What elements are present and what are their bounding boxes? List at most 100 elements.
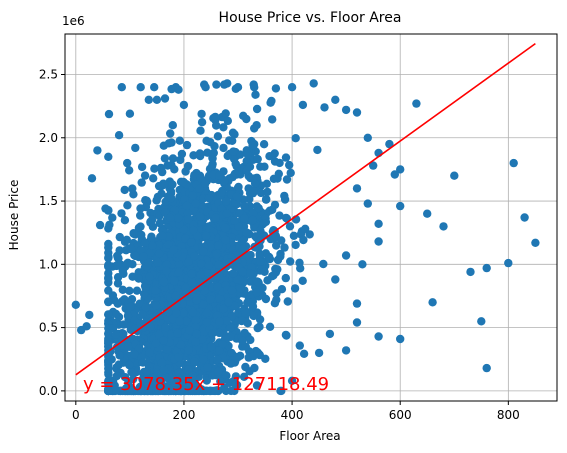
scatter-point: [216, 377, 225, 386]
scatter-point: [272, 289, 281, 298]
scatter-point: [179, 308, 188, 318]
scatter-point: [176, 386, 185, 396]
scatter-point: [138, 310, 147, 319]
scatter-point: [179, 225, 188, 234]
scatter-point: [236, 150, 245, 159]
scatter-point: [183, 209, 193, 218]
scatter-point: [352, 108, 362, 117]
scatter-point: [412, 99, 421, 108]
scatter-point: [374, 332, 383, 341]
scatter-point: [108, 213, 117, 222]
scatter-point: [248, 215, 257, 225]
scatter-point: [71, 300, 81, 309]
scatter-point: [134, 223, 144, 233]
scatter-point: [207, 342, 216, 352]
scatter-point: [298, 276, 307, 285]
scatter-point: [95, 220, 105, 230]
scatter-point: [198, 335, 207, 344]
scatter-point: [104, 337, 113, 346]
scatter-point: [214, 260, 223, 269]
scatter-point: [299, 235, 308, 245]
scatter-point: [243, 150, 253, 159]
scatter-point: [265, 322, 275, 331]
scatter-point: [206, 295, 215, 304]
scatter-point: [241, 362, 250, 372]
scatter-point: [504, 258, 513, 268]
scatter-point: [188, 386, 198, 396]
scatter-point: [175, 317, 184, 326]
scatter-point: [196, 126, 205, 135]
scatter-point: [169, 245, 178, 255]
scatter-point: [331, 275, 340, 284]
scatter-point: [482, 263, 491, 273]
scatter-point: [213, 282, 222, 292]
scatter-point: [202, 308, 212, 318]
scatter-point: [248, 302, 258, 311]
scatter-point: [191, 199, 201, 208]
scatter-point: [158, 231, 167, 240]
scatter-point: [227, 286, 237, 295]
scatter-point: [146, 322, 155, 332]
x-axis-label: Floor Area: [279, 429, 340, 443]
scatter-point: [225, 258, 234, 267]
scatter-point: [115, 246, 124, 255]
scatter-point: [167, 193, 176, 203]
scatter-point: [191, 316, 201, 325]
scatter-point: [154, 330, 164, 339]
scatter-point: [123, 258, 133, 267]
scatter-point: [192, 296, 201, 305]
scatter-point: [253, 277, 263, 287]
scatter-point: [168, 121, 177, 130]
scatter-point: [234, 182, 243, 192]
scatter-point: [272, 241, 281, 250]
scatter-point: [230, 301, 239, 311]
scatter-point: [199, 247, 208, 256]
scatter-point: [118, 266, 128, 276]
scatter-point: [211, 213, 220, 223]
scatter-point: [250, 83, 259, 92]
scatter-point: [155, 378, 164, 387]
scatter-point: [174, 214, 183, 223]
scatter-point: [126, 386, 136, 396]
scatter-point: [233, 83, 243, 92]
scatter-point: [176, 340, 186, 349]
scatter-point: [248, 208, 258, 218]
scatter-point: [212, 80, 221, 89]
scatter-point: [168, 154, 178, 163]
scatter-point: [287, 83, 297, 92]
scatter-point: [319, 259, 328, 269]
scatter-point: [205, 242, 215, 252]
scatter-point: [184, 257, 193, 266]
scatter-point: [137, 162, 147, 172]
scatter-point: [273, 265, 282, 274]
scatter-point: [520, 213, 529, 222]
scatter-point: [104, 252, 113, 262]
scatter-point: [119, 320, 128, 329]
scatter-point: [87, 174, 97, 183]
scatter-point: [183, 161, 193, 171]
scatter-point: [299, 349, 309, 358]
scatter-point: [125, 286, 134, 295]
y-tick-label: 0.0: [39, 384, 58, 398]
scatter-point: [298, 100, 308, 110]
scatter-point: [164, 232, 173, 241]
scatter-point: [369, 161, 378, 170]
scatter-point: [129, 229, 138, 238]
scatter-point: [211, 386, 220, 396]
scatter-point: [150, 164, 159, 173]
scatter-point: [136, 204, 145, 213]
scatter-point: [240, 201, 249, 211]
scatter-point: [286, 168, 295, 178]
y-axis-label: House Price: [7, 180, 21, 251]
scatter-point: [289, 231, 299, 240]
scatter-point: [175, 136, 184, 145]
scatter-point: [151, 286, 160, 295]
scatter-point: [85, 310, 94, 320]
scatter-point: [202, 267, 212, 277]
scatter-point: [212, 271, 221, 280]
scatter-point: [222, 209, 232, 218]
scatter-point: [252, 381, 262, 390]
scatter-point: [171, 301, 180, 310]
scatter-point: [113, 260, 122, 270]
